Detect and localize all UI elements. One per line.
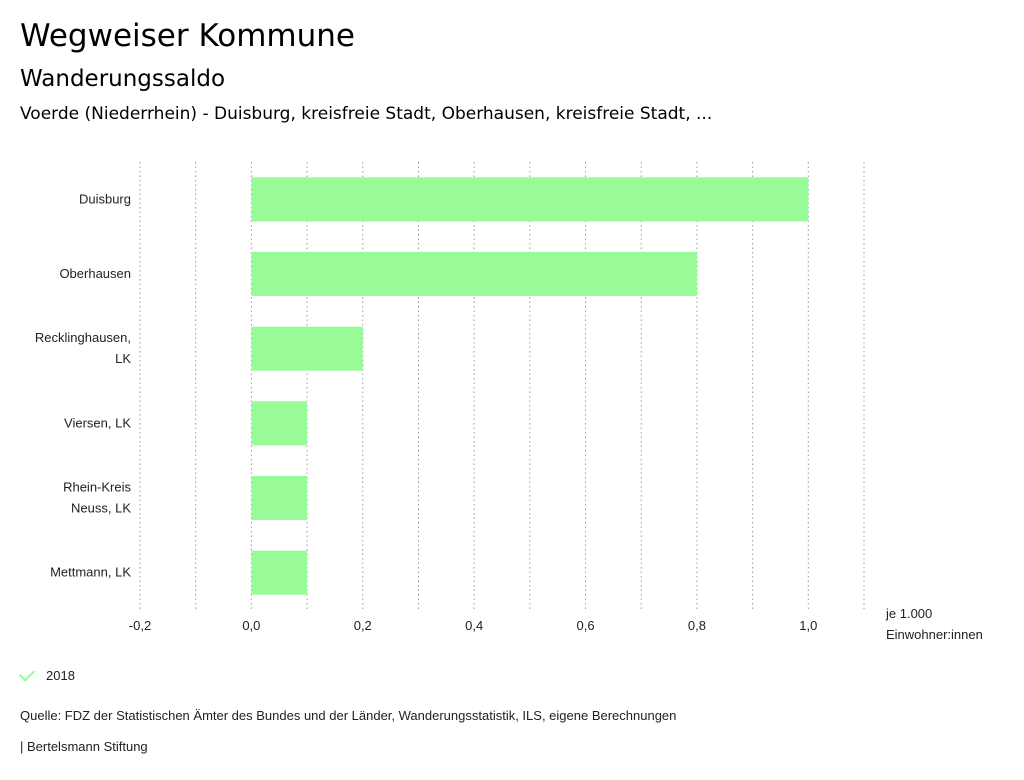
category-label: LK [115, 351, 131, 366]
category-label: Duisburg [79, 191, 131, 206]
x-tick-label: 0,4 [465, 618, 483, 633]
x-tick-label: 1,0 [799, 618, 817, 633]
source-note: Quelle: FDZ der Statistischen Ämter des … [20, 708, 677, 723]
bars [251, 177, 809, 595]
region-subtitle: Voerde (Niederrhein) - Duisburg, kreisfr… [20, 104, 713, 124]
indicator-title: Wanderungssaldo [20, 66, 226, 92]
x-tick-label: 0,2 [354, 618, 372, 633]
bar[interactable] [251, 401, 308, 446]
category-label: Neuss, LK [71, 501, 131, 516]
category-labels: Duisburg Oberhausen Recklinghausen, LK Viers… [35, 191, 132, 579]
legend-label: 2018 [46, 668, 75, 683]
grid-lines [139, 162, 865, 610]
category-label: Mettmann, LK [50, 565, 131, 580]
category-label: Viersen, LK [64, 415, 131, 430]
category-label: Rhein-Kreis [63, 480, 131, 495]
bar-chart: Duisburg Oberhausen Recklinghausen, LK Viers… [35, 162, 983, 642]
legend[interactable]: 2018 [18, 665, 75, 683]
bar[interactable] [251, 550, 308, 595]
credit-note: | Bertelsmann Stiftung [20, 739, 148, 754]
category-label: Oberhausen [59, 266, 131, 281]
category-label: Recklinghausen, [35, 330, 131, 345]
unit-line: Einwohner:innen [886, 627, 983, 642]
bar[interactable] [251, 475, 308, 521]
x-tick-label: 0,8 [688, 618, 706, 633]
bar[interactable] [251, 326, 363, 371]
unit-line: je 1.000 [885, 606, 932, 621]
x-axis-unit-label: je 1.000 Einwohner:innen [885, 606, 983, 642]
bar[interactable] [251, 251, 697, 297]
check-icon [18, 665, 36, 682]
x-axis-ticks: -0,2 0,0 0,2 0,4 0,6 0,8 1,0 [129, 618, 818, 633]
x-tick-label: 0,0 [242, 618, 260, 633]
x-tick-label: -0,2 [129, 618, 151, 633]
app-title: Wegweiser Kommune [20, 18, 355, 54]
bar[interactable] [251, 177, 809, 222]
x-tick-label: 0,6 [576, 618, 594, 633]
